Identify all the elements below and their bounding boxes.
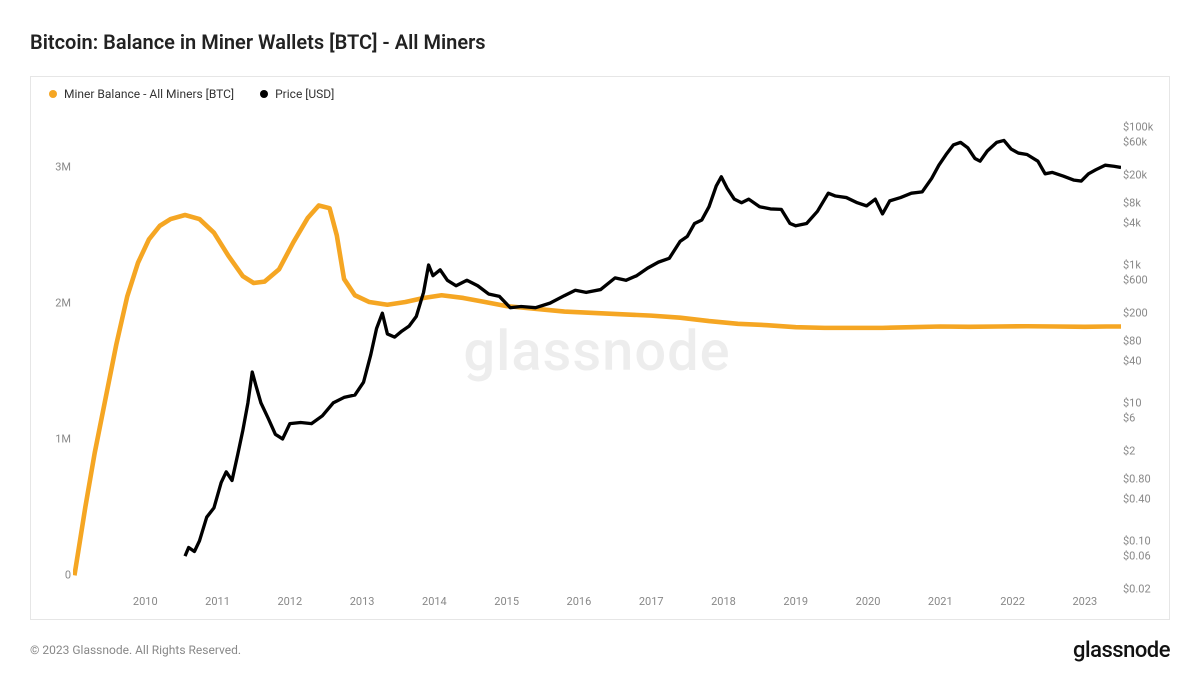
ytick-right: $0.06 [1123, 550, 1163, 563]
page-title: Bitcoin: Balance in Miner Wallets [BTC] … [30, 30, 486, 54]
legend-label: Price [USD] [275, 87, 334, 101]
legend: Miner Balance - All Miners [BTC] Price [… [49, 87, 334, 101]
ytick-right: $40 [1123, 355, 1163, 368]
y-axis-right: $0.02$0.06$0.10$0.40$0.80$2$6$10$40$80$2… [1123, 113, 1163, 589]
legend-label: Miner Balance - All Miners [BTC] [64, 87, 234, 101]
ytick-right: $0.10 [1123, 534, 1163, 547]
chart-area: Miner Balance - All Miners [BTC] Price [… [30, 76, 1170, 620]
xtick: 2014 [422, 595, 447, 608]
ytick-right: $2 [1123, 445, 1163, 458]
xtick: 2013 [350, 595, 375, 608]
ytick-right: $0.02 [1123, 583, 1163, 596]
ytick-right: $200 [1123, 307, 1163, 320]
xtick: 2023 [1072, 595, 1097, 608]
ytick-right: $4k [1123, 217, 1163, 230]
ytick-left: 0 [37, 569, 71, 582]
ytick-right: $8k [1123, 196, 1163, 209]
xtick: 2011 [205, 595, 230, 608]
chart-svg [73, 113, 1121, 589]
xtick: 2019 [783, 595, 808, 608]
xtick: 2022 [1000, 595, 1025, 608]
xtick: 2016 [567, 595, 592, 608]
xtick: 2012 [277, 595, 302, 608]
ytick-left: 2M [37, 297, 71, 310]
series-miner_balance [74, 205, 1121, 575]
series-price_usd [185, 140, 1121, 556]
ytick-right: $6 [1123, 412, 1163, 425]
ytick-right: $1k [1123, 258, 1163, 271]
ytick-right: $60k [1123, 136, 1163, 149]
legend-dot-icon [260, 90, 268, 98]
ytick-right: $10 [1123, 396, 1163, 409]
legend-dot-icon [49, 90, 57, 98]
xtick: 2010 [133, 595, 158, 608]
xtick: 2020 [856, 595, 881, 608]
ytick-right: $20k [1123, 169, 1163, 182]
ytick-right: $0.40 [1123, 493, 1163, 506]
legend-item-price: Price [USD] [260, 87, 334, 101]
x-axis: 2010 2011 2012 2013 2014 2015 2016 2017 2018 2019… [73, 595, 1121, 611]
y-axis-left: 0 1M 2M 3M [37, 113, 71, 589]
copyright-text: © 2023 Glassnode. All Rights Reserved. [30, 643, 241, 657]
plot-area: glassnode [73, 113, 1121, 589]
ytick-left: 1M [37, 433, 71, 446]
ytick-right: $80 [1123, 334, 1163, 347]
ytick-right: $100k [1123, 121, 1163, 134]
brand-logo: glassnode [1073, 638, 1170, 663]
xtick: 2017 [639, 595, 664, 608]
xtick: 2021 [928, 595, 953, 608]
xtick: 2015 [494, 595, 519, 608]
ytick-right: $600 [1123, 274, 1163, 287]
xtick: 2018 [711, 595, 736, 608]
legend-item-miner-balance: Miner Balance - All Miners [BTC] [49, 87, 234, 101]
ytick-right: $0.80 [1123, 472, 1163, 485]
ytick-left: 3M [37, 161, 71, 174]
